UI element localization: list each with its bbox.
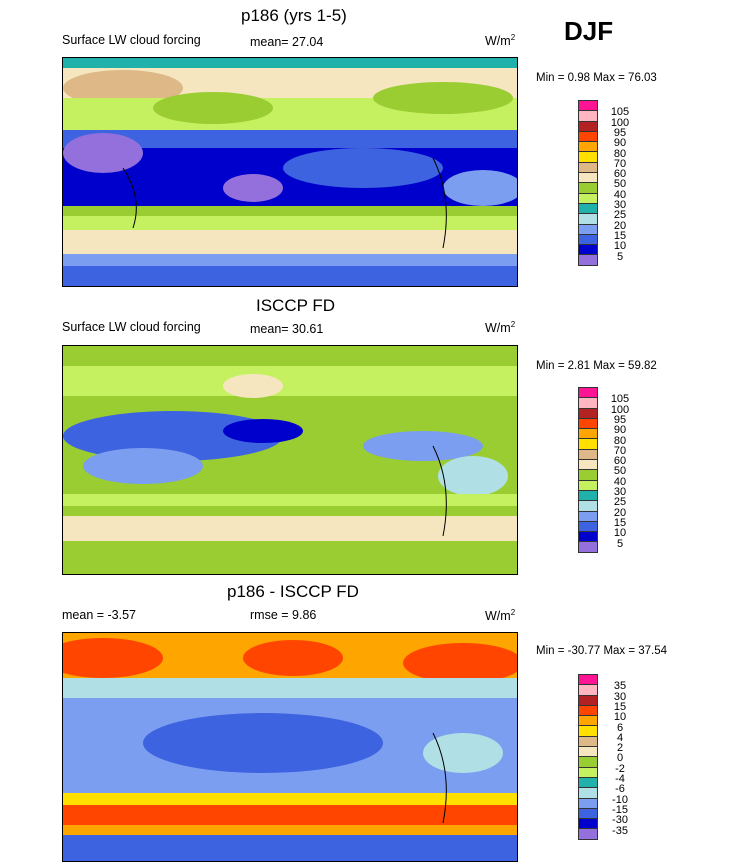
colorbar-label: 30: [613, 199, 627, 211]
colorbar-label: 2: [616, 742, 624, 755]
panel2-units: W/m2: [485, 320, 516, 336]
colorbar-label: 100: [610, 116, 630, 129]
colorbar-label: 6: [616, 721, 624, 734]
colorbar-label: 5: [616, 537, 624, 550]
colorbar-label: 30: [613, 486, 627, 498]
colorbar-label: 10: [613, 240, 627, 253]
colorbar-label: -4: [615, 773, 625, 785]
colorbar-label: 50: [613, 465, 627, 478]
colorbar-swatch: [578, 541, 598, 553]
panel3-minmax: Min = -30.77 Max = 37.54: [536, 645, 668, 657]
colorbar-label: 80: [613, 434, 627, 447]
panel3-colorbar: [578, 674, 598, 840]
colorbar-label: 95: [613, 126, 627, 139]
colorbar-label: 50: [613, 178, 627, 191]
panel1-variable: Surface LW cloud forcing: [62, 33, 201, 47]
colorbar-label: 90: [613, 424, 627, 437]
colorbar-label: -6: [615, 783, 625, 796]
colorbar-label: 40: [613, 188, 627, 201]
panel2-map: [62, 345, 518, 575]
colorbar-label: 20: [613, 506, 627, 519]
panel1-units: W/m2: [485, 33, 516, 49]
colorbar-label: 20: [613, 219, 627, 232]
colorbar-label: 60: [613, 168, 627, 181]
colorbar-label: -2: [615, 762, 625, 775]
colorbar-label: 80: [613, 147, 627, 160]
colorbar-label: 15: [613, 700, 627, 713]
colorbar-label: 70: [613, 157, 627, 170]
panel2-title: ISCCP FD: [256, 296, 336, 315]
colorbar-label: -35: [612, 824, 628, 837]
colorbar-label: -10: [612, 793, 628, 806]
colorbar-label: 40: [613, 475, 627, 488]
colorbar-label: 100: [610, 403, 630, 416]
colorbar-swatch: [578, 254, 598, 266]
colorbar-swatch: [578, 828, 598, 840]
panel3-mean: mean = -3.57: [62, 608, 137, 622]
colorbar-label: -30: [612, 814, 628, 827]
colorbar-label: 60: [613, 455, 627, 468]
colorbar-label: 0: [616, 752, 624, 765]
season-label: DJF: [564, 16, 614, 46]
panel3-map: [62, 632, 518, 862]
colorbar-label: 15: [613, 229, 627, 242]
colorbar-label: 35: [613, 680, 627, 693]
panel2-contour-field: [63, 346, 517, 574]
colorbar-label: 25: [613, 209, 627, 222]
colorbar-label: 5: [616, 250, 624, 263]
panel3-units: W/m2: [485, 608, 516, 624]
colorbar-label: 25: [613, 496, 627, 509]
panel1-colorbar: [578, 100, 598, 266]
panel2-mean: mean= 30.61: [250, 322, 324, 336]
panel2-minmax: Min = 2.81 Max = 59.82: [536, 360, 657, 372]
panel2-colorbar: [578, 387, 598, 553]
panel3-title: p186 - ISCCP FD: [227, 582, 359, 601]
colorbar-label: 105: [610, 106, 630, 119]
panel3-contour-field: [63, 633, 517, 861]
panel1-mean: mean= 27.04: [250, 35, 324, 49]
colorbar-label: 15: [613, 516, 627, 529]
colorbar-label: 10: [613, 527, 627, 540]
colorbar-label: 95: [613, 413, 627, 426]
colorbar-label: 70: [613, 444, 627, 457]
panel1-minmax: Min = 0.98 Max = 76.03: [536, 72, 657, 84]
panel3-rmse: rmse = 9.86: [250, 608, 317, 622]
panel2-variable: Surface LW cloud forcing: [62, 320, 201, 334]
panel1-contour-field: [63, 58, 517, 286]
colorbar-label: 4: [616, 731, 624, 744]
colorbar-label: 30: [613, 690, 627, 703]
colorbar-label: 10: [613, 711, 627, 724]
colorbar-label: -15: [612, 803, 628, 816]
panel1-map: [62, 57, 518, 287]
colorbar-label: 90: [613, 137, 627, 150]
panel1-title: p186 (yrs 1-5): [241, 6, 347, 25]
colorbar-label: 105: [610, 393, 630, 406]
